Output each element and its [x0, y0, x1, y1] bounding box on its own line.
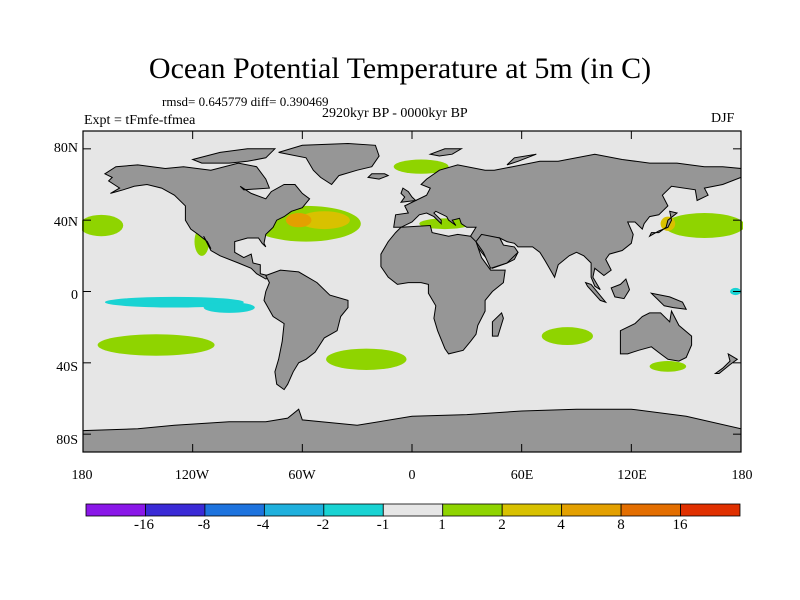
colorbar — [85, 503, 741, 517]
y-tick-label: 80S — [56, 433, 78, 448]
x-tick-label: 120W — [174, 468, 210, 483]
colorbar-label: -16 — [134, 517, 154, 533]
experiment-label: Expt = tFmfe-tfmea — [84, 113, 196, 128]
x-tick-label: 0 — [408, 468, 416, 483]
y-tick-label: 0 — [71, 288, 78, 303]
colorbar-swatch — [204, 503, 265, 517]
anomaly-south-pacific — [97, 334, 215, 356]
x-tick-label: 60E — [510, 468, 534, 483]
x-tick-label: 60W — [288, 468, 316, 483]
colorbar-label: 2 — [498, 517, 506, 533]
colorbar-swatch — [263, 503, 325, 517]
land-iceland — [367, 173, 390, 180]
colorbar-label: -2 — [316, 517, 330, 533]
colorbar-swatch — [382, 503, 444, 517]
statistics-label: rmsd= 0.645779 diff= 0.390469 — [162, 94, 329, 109]
land-north-america — [103, 162, 311, 280]
x-tick-label: 120E — [617, 468, 647, 483]
anomaly-mediterranean — [419, 218, 471, 230]
land-australia — [619, 309, 693, 362]
anomaly-north-pacific-west — [82, 214, 124, 237]
colorbar-label: 1 — [438, 517, 446, 533]
y-tick-label: 40S — [56, 360, 78, 375]
anomaly-barents-sea — [393, 159, 449, 174]
land-arabian-peninsula — [475, 233, 519, 269]
colorbar-label: -4 — [256, 517, 270, 533]
anomaly-indian-ocean-south — [541, 327, 593, 345]
y-tick-label: 40N — [53, 215, 78, 230]
colorbar-swatch — [145, 503, 206, 517]
colorbar-label: -8 — [197, 517, 211, 533]
anomaly-southern-australia — [649, 361, 687, 372]
period-label: 2920kyr BP - 0000kyr BP — [322, 106, 468, 121]
land-sumatra — [584, 281, 608, 304]
land-svalbard — [428, 148, 464, 157]
world-map — [82, 130, 743, 453]
land-new-zealand — [713, 352, 739, 374]
land-antarctica — [82, 408, 742, 453]
y-tick-label: 80N — [53, 141, 78, 156]
colorbar-label: 8 — [617, 517, 625, 533]
colorbar-swatch — [620, 503, 681, 517]
anomaly-east-pacific-cold-tail — [203, 302, 255, 313]
x-tick-label: 180 — [731, 468, 753, 483]
land-madagascar — [491, 311, 504, 337]
colorbar-label: -1 — [376, 517, 390, 533]
colorbar-swatch — [501, 503, 563, 517]
season-label: DJF — [711, 111, 735, 126]
anomaly-gulf-stream-core — [285, 213, 312, 228]
land-africa — [380, 224, 506, 355]
map-title: Ocean Potential Temperature at 5m (in C) — [148, 52, 652, 85]
colorbar-swatch — [680, 503, 741, 517]
land-borneo — [610, 278, 631, 300]
land-south-america — [263, 269, 349, 391]
land-british-isles — [399, 187, 417, 203]
anomaly-south-atlantic — [326, 348, 407, 370]
land-greenland — [278, 142, 380, 186]
colorbar-label: 16 — [672, 517, 688, 533]
colorbar-label: 4 — [557, 517, 565, 533]
land-eurasia — [393, 153, 742, 291]
colorbar-swatch — [442, 503, 503, 517]
x-tick-label: 180 — [71, 468, 93, 483]
land-new-guinea — [649, 292, 688, 310]
anomaly-kuroshio-extension — [664, 213, 743, 238]
land-canadian-arctic-islands — [191, 148, 277, 164]
colorbar-swatch — [561, 503, 622, 517]
colorbar-swatch — [323, 503, 384, 517]
land-novaya-zemlya — [506, 153, 537, 166]
colorbar-swatch — [85, 503, 146, 517]
land-japan — [648, 210, 679, 238]
anomaly-north-atlantic-core — [298, 211, 350, 230]
